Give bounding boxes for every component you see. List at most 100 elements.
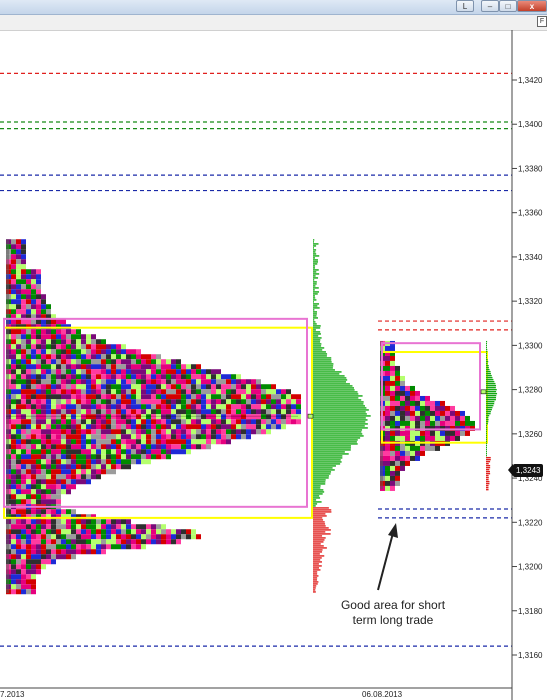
profile-1-tpo-cell	[16, 474, 21, 480]
profile-1-tpo-cell	[11, 304, 16, 310]
profile-1-tpo-cell	[66, 524, 71, 530]
profile-1-tpo-cell	[96, 469, 101, 475]
profile-1-tpo-cell	[151, 389, 156, 395]
profile-1-tpo-cell	[21, 499, 26, 505]
minimize-button[interactable]: –	[481, 0, 499, 12]
market-profile-chart[interactable]: 1,34201,34001,33801,33601,33401,33201,33…	[0, 30, 547, 700]
profile-1-tpo-cell	[51, 414, 56, 420]
profile-1-tpo-cell	[51, 359, 56, 365]
profile-1-tpo-cell	[186, 414, 191, 420]
profile-1-tpo-cell	[266, 404, 271, 410]
profile-1-tpo-cell	[221, 399, 226, 405]
profile-1-tpo-cell	[21, 284, 26, 290]
profile-1-tpo-cell	[56, 544, 61, 550]
profile-1-tpo-cell	[21, 459, 26, 465]
profile-1-tpo-cell	[96, 439, 101, 445]
profile-1-tpo-cell	[66, 414, 71, 420]
profile-1-tpo-cell	[166, 374, 171, 380]
profile-1-volume-bar	[313, 489, 324, 491]
profile-1-tpo-cell	[61, 444, 66, 450]
profile-1-tpo-cell	[111, 459, 116, 465]
profile-1-tpo-cell	[106, 369, 111, 375]
profile-2-tpo-cell	[385, 410, 390, 416]
profile-1-tpo-cell	[121, 459, 126, 465]
profile-1-tpo-cell	[131, 434, 136, 440]
profile-1-tpo-cell	[11, 284, 16, 290]
profile-1-tpo-cell	[51, 364, 56, 370]
profile-1-tpo-cell	[111, 439, 116, 445]
price-tick-label: 1,3160	[518, 651, 543, 660]
profile-1-tpo-cell	[101, 399, 106, 405]
profile-1-tpo-cell	[246, 424, 251, 430]
layout-button[interactable]: L	[456, 0, 474, 12]
profile-1-tpo-cell	[231, 434, 236, 440]
profile-1-volume-bar	[313, 345, 322, 347]
profile-1-tpo-cell	[151, 374, 156, 380]
profile-1-tpo-cell	[16, 429, 21, 435]
profile-1-volume-bar	[313, 421, 366, 423]
profile-1-tpo-cell	[41, 369, 46, 375]
profile-1-tpo-cell	[91, 379, 96, 385]
profile-1-tpo-cell	[136, 444, 141, 450]
profile-1-volume-bar	[313, 477, 329, 479]
profile-2-volume-bar	[486, 410, 491, 413]
profile-2-volume-bar	[486, 476, 489, 479]
profile-1-tpo-cell	[161, 444, 166, 450]
profile-1-tpo-cell	[56, 334, 61, 340]
profile-1-tpo-cell	[61, 389, 66, 395]
profile-1-tpo-cell	[21, 374, 26, 380]
profile-1-tpo-cell	[271, 389, 276, 395]
maximize-button[interactable]: □	[499, 0, 517, 12]
profile-1-tpo-cell	[121, 454, 126, 460]
profile-1-tpo-cell	[26, 529, 31, 535]
profile-1-tpo-cell	[61, 339, 66, 345]
profile-1-tpo-cell	[21, 339, 26, 345]
profile-1-tpo-cell	[16, 334, 21, 340]
profile-1-tpo-cell	[156, 394, 161, 400]
profile-1-tpo-cell	[106, 354, 111, 360]
price-tick-label: 1,3280	[518, 386, 543, 395]
profile-1-volume-bar	[313, 455, 343, 457]
profile-1-tpo-cell	[126, 464, 131, 470]
profile-2-tpo-cell	[400, 380, 405, 386]
profile-1-tpo-cell	[146, 539, 151, 545]
profile-1-tpo-cell	[91, 469, 96, 475]
profile-1-tpo-cell	[91, 529, 96, 535]
profile-1-tpo-cell	[61, 359, 66, 365]
profile-1-volume-bar	[313, 337, 322, 339]
profile-2-volume-bar	[486, 426, 488, 429]
profile-1-tpo-cell	[266, 429, 271, 435]
profile-1-tpo-cell	[166, 429, 171, 435]
close-button[interactable]: x	[517, 0, 547, 12]
profile-2-tpo-cell	[440, 410, 445, 416]
profile-1-tpo-cell	[146, 414, 151, 420]
profile-2-tpo-cell	[385, 370, 390, 376]
profile-1-tpo-cell	[56, 349, 61, 355]
profile-1-tpo-cell	[46, 429, 51, 435]
profile-1-tpo-cell	[146, 434, 151, 440]
profile-1-tpo-cell	[26, 464, 31, 470]
profile-2-tpo-cell	[410, 395, 415, 401]
profile-1-tpo-cell	[46, 524, 51, 530]
profile-2-volume-bar	[486, 424, 488, 427]
profile-1-tpo-cell	[41, 524, 46, 530]
profile-1-tpo-cell	[176, 444, 181, 450]
profile-1-tpo-cell	[91, 539, 96, 545]
profile-1-tpo-cell	[101, 424, 106, 430]
profile-1-tpo-cell	[81, 464, 86, 470]
profile-2-volume-bar	[486, 420, 489, 423]
profile-2-tpo-cell	[395, 465, 400, 471]
profile-2-tpo-cell	[385, 455, 390, 461]
profile-1-tpo-cell	[46, 399, 51, 405]
profile-1-tpo-cell	[201, 389, 206, 395]
profile-2-tpo-cell	[405, 435, 410, 441]
profile-1-tpo-cell	[246, 404, 251, 410]
profile-1-tpo-cell	[146, 444, 151, 450]
profile-1-tpo-cell	[106, 404, 111, 410]
profile-1-tpo-cell	[31, 479, 36, 485]
profile-2-tpo-cell	[435, 415, 440, 421]
profile-1-tpo-cell	[126, 394, 131, 400]
profile-1-tpo-cell	[111, 524, 116, 530]
profile-1-volume-bar	[313, 577, 318, 579]
chart-corner-button[interactable]: F	[537, 16, 547, 27]
